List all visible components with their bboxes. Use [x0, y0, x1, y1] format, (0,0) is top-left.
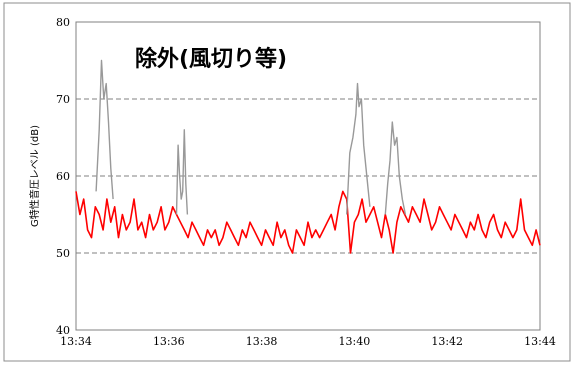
series-layer	[75, 59, 541, 254]
y-tick-label: 50	[56, 247, 70, 260]
excluded-segment-line	[95, 59, 114, 200]
x-tick-label: 13:40	[339, 335, 371, 348]
x-tick-label: 13:38	[246, 335, 278, 348]
y-tick-label: 60	[56, 170, 70, 183]
tick-layer: 40 50 60 70 80 13:34 13:36 13:38 13:40 13:42 13:44	[56, 16, 556, 348]
exclusion-annotation: 除外(風切り等)	[135, 46, 287, 72]
x-tick-label: 13:44	[524, 335, 556, 348]
excluded-segment-line	[384, 121, 407, 215]
excluded-segment-line	[346, 82, 371, 215]
x-tick-label: 13:34	[60, 335, 92, 348]
plot-area	[75, 21, 541, 331]
chart-frame	[3, 2, 571, 362]
excluded-segment-line	[175, 129, 189, 215]
y-tick-label: 70	[56, 93, 70, 106]
x-tick-label: 13:36	[153, 335, 185, 348]
y-tick-label: 80	[56, 16, 70, 29]
measured-level-line	[75, 190, 541, 254]
y-axis-title: G特性音圧レベル (dB)	[28, 125, 41, 227]
x-tick-label: 13:42	[431, 335, 463, 348]
y-tick-label: 40	[56, 324, 70, 337]
grid-layer	[76, 98, 540, 254]
